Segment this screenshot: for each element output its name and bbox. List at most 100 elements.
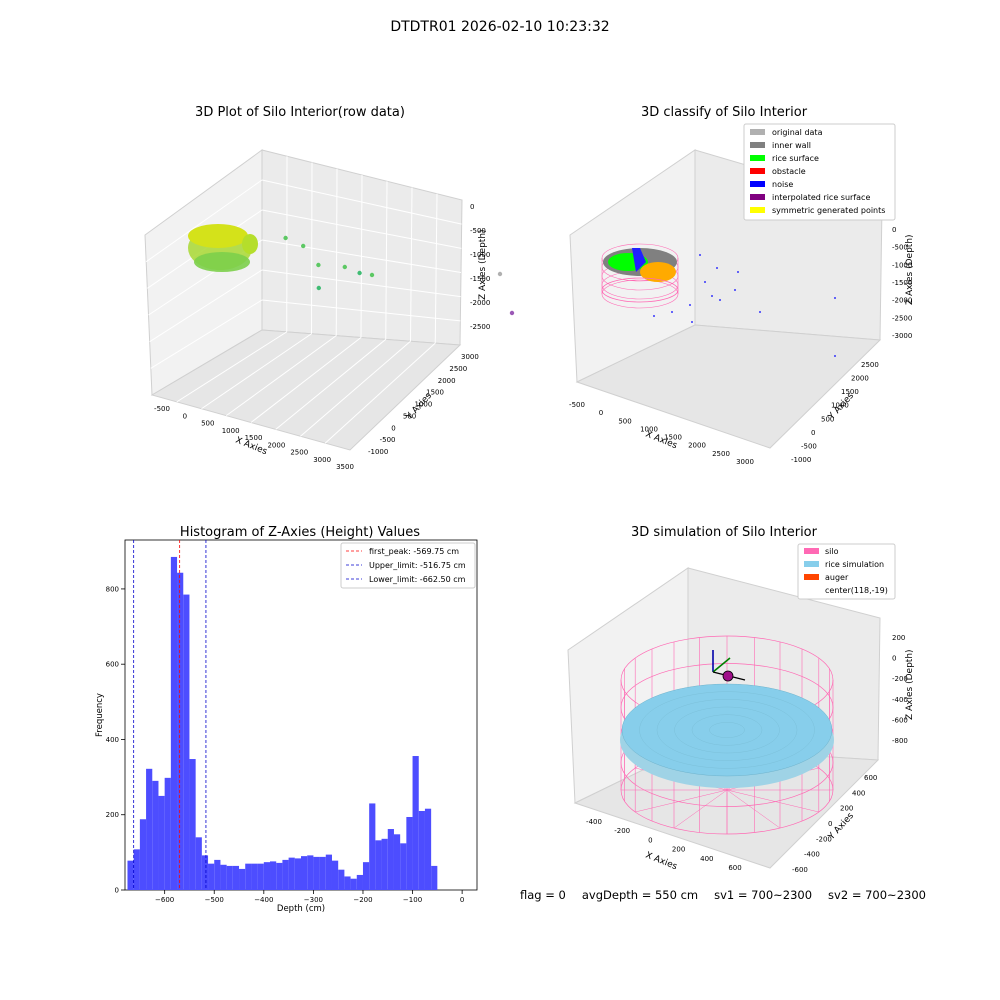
panel-raw-3d-title: 3D Plot of Silo Interior(row data) [195, 105, 405, 120]
legend-box [340, 542, 476, 589]
tick-label: 500 [403, 412, 416, 420]
z-tick-labels: 200 0 -200 -400 -600 -800 [892, 634, 908, 745]
legend-label: auger [825, 573, 849, 582]
x-tick-label: −300 [304, 896, 323, 904]
legend-label: Upper_limit: -516.75 cm [369, 561, 466, 570]
tick-label: -3000 [892, 332, 912, 340]
histogram-bar [195, 837, 202, 890]
histogram-bar [412, 756, 419, 890]
grid-line [261, 179, 462, 225]
histogram-bar [251, 863, 258, 890]
tick-label: 2000 [267, 441, 285, 449]
histogram-bar [338, 869, 345, 890]
legend: original data inner wall rice surface obsta… [743, 123, 896, 221]
data-point [369, 272, 375, 278]
noise-point [719, 299, 721, 301]
tick-label: 3500 [336, 463, 354, 471]
noise-point [653, 315, 655, 317]
rice-top [621, 683, 833, 777]
cluster-top [188, 224, 248, 248]
tick-label: 2500 [449, 365, 467, 373]
histogram-bar [257, 863, 264, 890]
tick-label: 600 [728, 864, 741, 872]
legend-box [743, 123, 896, 221]
tick-label: 3000 [461, 353, 479, 361]
grid-line [201, 333, 312, 410]
x-tick-labels: -400 -200 0 200 400 600 [586, 818, 742, 872]
noise-point [704, 281, 706, 283]
figure-title: DTDTR01 2026-02-10 10:23:32 [390, 19, 609, 35]
pane-floor [150, 329, 462, 451]
cluster-side [242, 234, 258, 254]
tick-label: -2000 [892, 297, 912, 305]
histogram-bar [177, 572, 184, 890]
histogram-bar [152, 780, 159, 890]
histogram-bar [139, 819, 147, 890]
tick-label: 200 [672, 846, 685, 854]
legend-label: rice simulation [825, 560, 884, 569]
y-tick-label: 800 [106, 585, 119, 593]
data-point [357, 270, 362, 276]
histogram-bar [214, 859, 221, 890]
x-tick-labels: -500 0 500 1000 1500 2000 2500 3000 3500 [154, 405, 354, 471]
tick-label: -1500 [470, 275, 490, 283]
histogram-bar [226, 865, 233, 890]
histogram-bar [375, 840, 382, 890]
legend-label: symmetric generated points [772, 206, 885, 215]
classified-cylinder [601, 243, 679, 309]
wire-bottom [601, 277, 679, 303]
legend-swatch [750, 181, 765, 187]
tick-label: -600 [792, 866, 808, 874]
noise-point [737, 271, 739, 273]
tick-label: -200 [816, 835, 832, 843]
histogram-bar [170, 556, 178, 890]
z-tick-labels: 0 -500 -1000 -1500 -2000 -2500 -3000 [892, 226, 912, 340]
data-point [509, 310, 515, 316]
histogram-bar [418, 810, 425, 890]
tick-label: -400 [892, 696, 908, 704]
legend-swatch [804, 574, 819, 580]
rice-contour [709, 722, 745, 738]
grid-line [225, 335, 337, 417]
tick-label: 400 [852, 789, 865, 797]
sv2-text: sv2 = 700~2300 [828, 888, 926, 902]
histogram-bar [189, 759, 196, 890]
x-tick-label: −100 [403, 896, 422, 904]
tick-label: 3000 [736, 458, 754, 466]
rice-contour [674, 706, 780, 754]
x-tick-label: −400 [254, 896, 273, 904]
grid-line [324, 342, 436, 444]
histogram-bar [208, 863, 215, 890]
pane-floor [575, 324, 882, 449]
data-point [283, 235, 288, 241]
tick-label: 1500 [841, 388, 859, 396]
histogram-bar [431, 865, 438, 890]
tick-label: 0 [470, 203, 474, 211]
histogram-bar [288, 857, 295, 890]
tick-label: -1500 [892, 279, 912, 287]
legend-swatch [750, 207, 765, 213]
histogram-bar [276, 862, 283, 890]
symmetric-points [640, 262, 676, 282]
histogram-bar [424, 808, 432, 890]
tick-label: 500 [821, 415, 834, 423]
tick-label: 600 [864, 774, 877, 782]
histogram-bar [294, 858, 301, 890]
silo-floor-spoke [635, 789, 728, 813]
histogram-bar [406, 816, 413, 890]
scattered-points [283, 235, 515, 316]
tick-label: 0 [599, 409, 603, 417]
panel-histogram: Histogram of Z-Axies (Height) Values −60… [95, 525, 478, 914]
tick-label: -1000 [892, 261, 912, 269]
tick-label: 1000 [415, 401, 433, 409]
histogram-bar [325, 854, 332, 890]
histogram-bar [263, 862, 271, 890]
z-axis-label: Z Axies (Depth) [905, 234, 915, 305]
tick-label: -200 [892, 675, 908, 683]
legend-label: inner wall [772, 141, 811, 150]
histogram-bar [301, 856, 308, 890]
tick-label: 0 [828, 820, 832, 828]
legend: silo rice simulation auger center(118,-19) [797, 543, 896, 600]
tick-label: 0 [811, 429, 815, 437]
